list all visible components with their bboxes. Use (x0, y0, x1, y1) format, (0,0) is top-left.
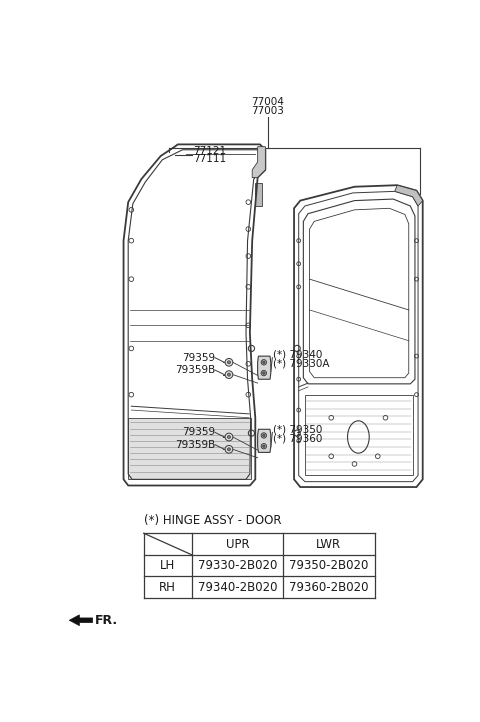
Text: 77004: 77004 (251, 97, 284, 107)
Circle shape (261, 360, 266, 365)
Text: 79340-2B020: 79340-2B020 (198, 580, 277, 593)
Circle shape (225, 358, 233, 366)
Text: 79350-2B020: 79350-2B020 (289, 559, 369, 572)
Text: 77121: 77121 (193, 147, 227, 157)
Circle shape (225, 433, 233, 441)
Text: UPR: UPR (226, 537, 249, 550)
Circle shape (228, 435, 230, 438)
Circle shape (263, 435, 265, 437)
Text: (*) 79350: (*) 79350 (273, 425, 323, 435)
Polygon shape (252, 147, 265, 178)
Text: LWR: LWR (316, 537, 341, 550)
Text: 79359B: 79359B (175, 440, 215, 450)
Text: 77111: 77111 (193, 154, 227, 164)
Text: LH: LH (160, 559, 175, 572)
Polygon shape (395, 186, 423, 206)
Text: 79359B: 79359B (175, 365, 215, 375)
Text: 79330-2B020: 79330-2B020 (198, 559, 277, 572)
Text: (*) HINGE ASSY - DOOR: (*) HINGE ASSY - DOOR (144, 514, 281, 527)
Text: FR.: FR. (95, 614, 118, 627)
Polygon shape (69, 615, 93, 626)
Polygon shape (258, 430, 271, 453)
Circle shape (263, 372, 265, 374)
Circle shape (228, 448, 230, 451)
Circle shape (261, 432, 266, 438)
Text: 77003: 77003 (251, 105, 284, 116)
Polygon shape (258, 356, 271, 379)
Text: 79359: 79359 (182, 427, 215, 438)
Text: (*) 79330A: (*) 79330A (273, 359, 330, 369)
Circle shape (263, 445, 265, 448)
Text: (*) 79340: (*) 79340 (273, 349, 323, 360)
Circle shape (261, 443, 266, 449)
Text: (*) 79360: (*) 79360 (273, 433, 323, 443)
Circle shape (261, 370, 266, 375)
Circle shape (228, 361, 230, 364)
Text: RH: RH (159, 580, 176, 593)
Circle shape (228, 373, 230, 376)
Text: 79360-2B020: 79360-2B020 (289, 580, 369, 593)
Polygon shape (128, 418, 251, 479)
Circle shape (225, 371, 233, 378)
Circle shape (225, 445, 233, 453)
Polygon shape (255, 183, 262, 206)
Circle shape (263, 361, 265, 363)
Text: 79359: 79359 (182, 352, 215, 362)
